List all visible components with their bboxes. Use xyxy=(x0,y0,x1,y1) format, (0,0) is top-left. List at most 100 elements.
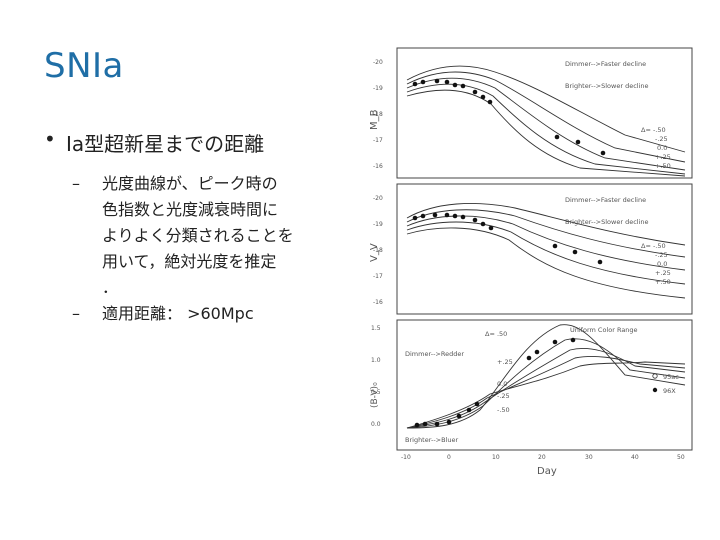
sub-bullet-line: 適用距離： >60Mpc xyxy=(102,304,254,323)
xtick: 0 xyxy=(447,454,451,461)
bullet-item: • Ia型超新星までの距離 xyxy=(44,127,344,157)
data-point xyxy=(480,221,486,227)
light-curve-figure: -20 -19 -18 -17 -16 M_B Dimmer- xyxy=(365,40,700,480)
panel1-note-bottom: Brighter-->Slower decline xyxy=(565,82,649,90)
ytick: -20 xyxy=(373,59,383,66)
data-point xyxy=(452,82,458,88)
sub-bullet-range: – 適用距離： >60Mpc xyxy=(72,301,344,327)
data-point xyxy=(472,217,478,223)
delta-label: Δ= .50 xyxy=(485,330,507,338)
xtick: 40 xyxy=(631,454,639,461)
ytick: -19 xyxy=(373,221,383,228)
data-point xyxy=(420,79,426,85)
template-curve xyxy=(406,361,686,429)
panel3-points xyxy=(414,337,576,428)
panel2-ylabel: V_V xyxy=(369,243,380,262)
data-point xyxy=(597,259,603,265)
legend-label: 95ac xyxy=(663,373,679,381)
template-curve xyxy=(406,89,686,177)
data-point xyxy=(444,212,450,218)
ytick: -20 xyxy=(373,195,383,202)
panel2-note-bottom: Brighter-->Slower decline xyxy=(565,218,649,226)
delta-label: +.50 xyxy=(655,278,671,286)
data-point xyxy=(480,94,486,100)
delta-label: -.25 xyxy=(655,135,668,143)
panel1-points xyxy=(412,78,606,156)
data-point xyxy=(434,78,440,84)
delta-label: +.25 xyxy=(655,269,671,277)
template-curve xyxy=(406,77,686,171)
ytick: 1.0 xyxy=(371,357,381,364)
delta-label: 0.0 xyxy=(657,144,667,152)
data-point xyxy=(452,213,458,219)
template-curve xyxy=(406,347,686,429)
data-point xyxy=(434,421,440,427)
ytick: 0.0 xyxy=(371,421,381,428)
data-point xyxy=(466,407,472,413)
sub-bullet-method: – 光度曲線が、ピーク時の 色指数と光度減衰時間に よりよく分類されることを 用… xyxy=(72,171,344,301)
delta-label: Δ= -.50 xyxy=(641,242,666,250)
xtick: 50 xyxy=(677,454,685,461)
delta-label: +.25 xyxy=(497,358,513,366)
template-curve xyxy=(406,227,686,299)
ytick: -18 xyxy=(373,111,383,118)
sub-bullet-line: 用いて，絶対光度を推定 xyxy=(102,252,277,271)
legend-marker-open xyxy=(652,373,658,379)
template-curve xyxy=(406,221,686,285)
ytick: -19 xyxy=(373,85,383,92)
panel3-frame xyxy=(396,319,693,451)
delta-label: +.25 xyxy=(655,153,671,161)
data-point xyxy=(432,212,438,218)
slide-title: SNIa xyxy=(44,46,124,86)
bullet-list: • Ia型超新星までの距離 – 光度曲線が、ピーク時の 色指数と光度減衰時間に … xyxy=(44,127,344,327)
delta-label: Δ= -.50 xyxy=(641,126,666,134)
legend-label: 96X xyxy=(663,387,676,395)
data-point xyxy=(412,215,418,221)
panel1-frame xyxy=(396,47,693,179)
data-point xyxy=(414,422,420,428)
data-point xyxy=(420,213,426,219)
panel3-note-dimmer: Dimmer-->Redder xyxy=(405,350,464,358)
bullet-text: Ia型超新星までの距離 xyxy=(66,132,265,156)
data-point xyxy=(488,225,494,231)
delta-label: -.50 xyxy=(497,406,510,414)
panel2-frame xyxy=(396,183,693,315)
legend-marker-filled xyxy=(652,387,658,393)
data-point xyxy=(412,81,418,87)
light-curve-svg: -20 -19 -18 -17 -16 M_B Dimmer- xyxy=(369,47,693,477)
template-curve xyxy=(406,215,686,271)
template-curve xyxy=(406,83,686,175)
dash-marker: – xyxy=(72,174,80,193)
delta-label: -.25 xyxy=(497,392,510,400)
panel3-ylabel: (B-V)₀ xyxy=(370,382,380,408)
data-point xyxy=(526,355,532,361)
ytick: 1.5 xyxy=(371,325,381,332)
data-point xyxy=(552,243,558,249)
data-point xyxy=(456,413,462,419)
ytick: -17 xyxy=(373,137,383,144)
delta-label: 0.0 xyxy=(657,260,667,268)
data-point xyxy=(446,419,452,425)
data-point xyxy=(575,139,581,145)
template-curve xyxy=(406,209,686,258)
panel3-curves xyxy=(406,324,686,429)
sub-bullet-list: – 光度曲線が、ピーク時の 色指数と光度減衰時間に よりよく分類されることを 用… xyxy=(72,171,344,327)
sub-bullet-line: 色指数と光度減衰時間に xyxy=(102,200,279,219)
template-curve xyxy=(406,355,686,429)
delta-label: +.50 xyxy=(655,162,671,170)
delta-label: 0.0 xyxy=(497,380,507,388)
data-point xyxy=(554,134,560,140)
data-point xyxy=(534,349,540,355)
sub-bullet-line: ． xyxy=(102,278,119,297)
ytick: 0.5 xyxy=(371,389,381,396)
template-curve xyxy=(406,324,686,429)
data-point xyxy=(600,150,606,156)
data-point xyxy=(474,401,480,407)
data-point xyxy=(460,214,466,220)
sub-bullet-line: 光度曲線が、ピーク時の xyxy=(102,174,278,193)
panel3-note-brighter: Brighter-->Bluer xyxy=(405,436,459,444)
xtick: 10 xyxy=(492,454,500,461)
xtick: 30 xyxy=(585,454,593,461)
template-curve xyxy=(406,71,686,163)
sub-bullet-line: よりよく分類されることを xyxy=(102,226,294,245)
